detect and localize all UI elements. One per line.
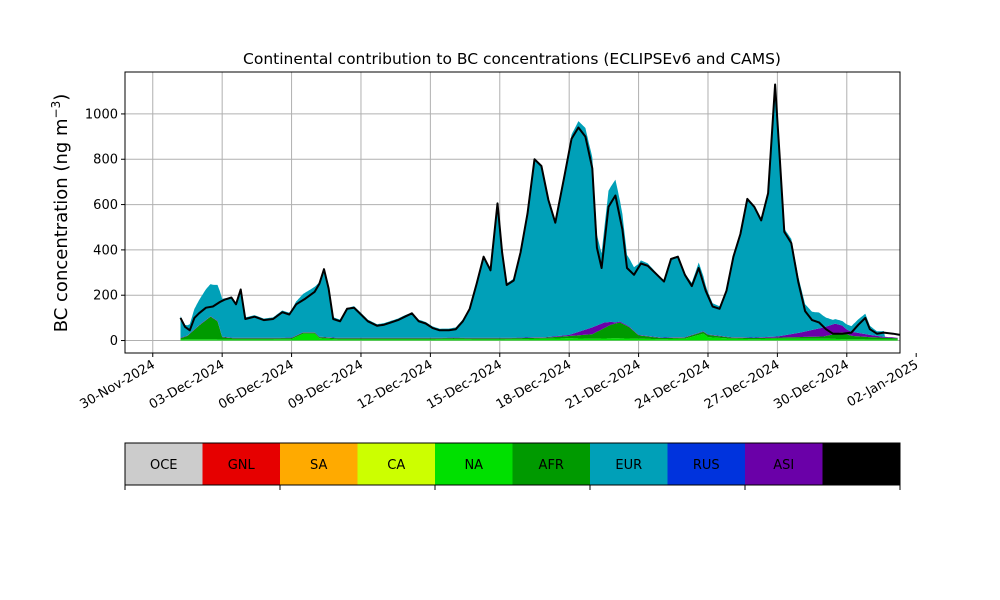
x-tick-label: 27-Dec-2024 bbox=[702, 357, 782, 412]
legend-swatch-aus bbox=[822, 443, 900, 485]
x-tick-label: 12-Dec-2024 bbox=[355, 357, 435, 412]
legend-swatch-oce bbox=[125, 443, 203, 485]
area-na bbox=[180, 333, 898, 341]
legend-frame bbox=[124, 442, 901, 486]
x-tick-label: 06-Dec-2024 bbox=[216, 357, 296, 412]
legend-swatch-rus bbox=[667, 443, 745, 485]
legend-label: OCE bbox=[150, 458, 178, 473]
x-tick-label: 24-Dec-2024 bbox=[633, 357, 713, 412]
legend-swatch-eur bbox=[590, 443, 668, 485]
y-tick-label: 1000 bbox=[85, 107, 118, 122]
chart-title: Continental contribution to BC concentra… bbox=[243, 50, 781, 68]
legend-swatch-na bbox=[435, 443, 513, 485]
y-axis-ticks: 0 200 400 600 800 1000 bbox=[85, 107, 125, 349]
legend-label: EUR bbox=[615, 458, 642, 473]
x-tick-label: 03-Dec-2024 bbox=[147, 357, 227, 412]
legend-label: RUS bbox=[693, 458, 720, 473]
legend-swatch-asi bbox=[745, 443, 823, 485]
x-tick-label: 18-Dec-2024 bbox=[494, 357, 574, 412]
plot-frame bbox=[124, 71, 901, 354]
legend-label: NA bbox=[464, 458, 483, 473]
y-tick-label: 600 bbox=[93, 198, 118, 213]
y-tick-label: 0 bbox=[110, 334, 118, 349]
legend-label: AFR bbox=[539, 458, 564, 473]
legend-label: ASI bbox=[773, 458, 794, 473]
y-tick-label: 800 bbox=[93, 153, 118, 168]
area-eur bbox=[180, 82, 898, 338]
legend-swatch-gnl bbox=[202, 443, 280, 485]
y-tick-label: 400 bbox=[93, 243, 118, 258]
x-tick-label: 21-Dec-2024 bbox=[563, 357, 643, 412]
x-tick-label: 09-Dec-2024 bbox=[286, 357, 366, 412]
area-afr bbox=[180, 316, 898, 340]
x-axis-ticks: 30-Nov-202403-Dec-202406-Dec-202409-Dec-… bbox=[77, 353, 921, 413]
x-tick-label: 30-Nov-2024 bbox=[77, 357, 157, 412]
legend-swatch-sa bbox=[280, 443, 358, 485]
legend-label: SA bbox=[310, 458, 327, 473]
region-legend-bar: OCE GNL SA CA NA AFR EUR RUS ASI AUS bbox=[124, 442, 901, 490]
legend-label: GNL bbox=[228, 458, 256, 473]
legend-swatch-afr bbox=[512, 443, 590, 485]
total-line bbox=[179, 83, 901, 336]
x-tick-label: 02-Jan-2025 bbox=[845, 357, 922, 410]
stacked-areas bbox=[180, 82, 898, 341]
total-outline bbox=[179, 83, 901, 336]
y-tick-label: 200 bbox=[93, 289, 118, 304]
x-tick-label: 30-Dec-2024 bbox=[771, 357, 851, 412]
y-axis-label: BC concentration (ng m−3) bbox=[49, 94, 72, 333]
x-tick-label: 15-Dec-2024 bbox=[424, 357, 504, 412]
legend-swatch-ca bbox=[357, 443, 435, 485]
legend-label: AUS bbox=[848, 458, 875, 473]
legend-label: CA bbox=[387, 458, 405, 473]
